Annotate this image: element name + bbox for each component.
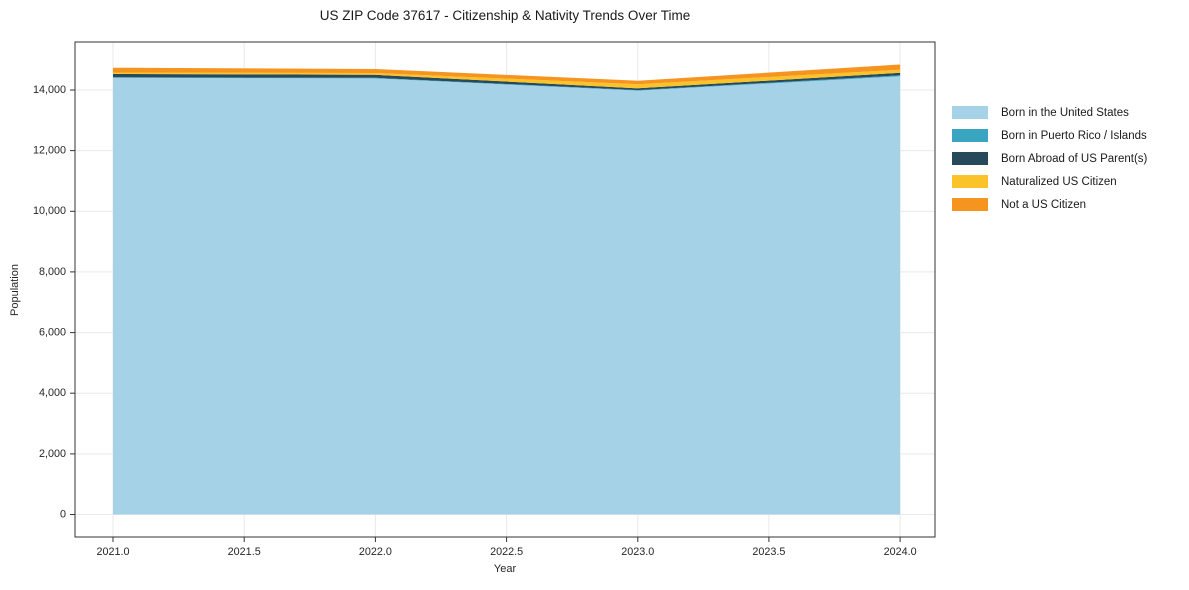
legend-item-born-in-puerto-rico-islands: Born in Puerto Rico / Islands	[952, 129, 1147, 142]
x-axis-label: Year	[493, 563, 517, 575]
area-born-in-the-united-states	[113, 76, 901, 515]
legend-label: Naturalized US Citizen	[1001, 175, 1117, 188]
x-tick-label: 2023.5	[752, 546, 785, 558]
legend-item-naturalized-us-citizen: Naturalized US Citizen	[952, 175, 1147, 188]
chart-title: US ZIP Code 37617 - Citizenship & Nativi…	[319, 8, 691, 23]
area-born-abroad-of-us-parent-s	[113, 72, 901, 91]
x-tick-label: 2024.0	[884, 546, 917, 558]
y-tick-label: 10,000	[33, 205, 66, 217]
y-tick-label: 0	[60, 508, 66, 520]
area-born-in-puerto-rico-islands	[113, 75, 901, 91]
x-tick-label: 2023.0	[621, 546, 654, 558]
stacked-areas	[113, 64, 901, 515]
area-naturalized-us-citizen	[113, 69, 901, 89]
y-tick-label: 12,000	[33, 144, 66, 156]
legend-label: Born in the United States	[1001, 106, 1129, 119]
legend-label: Born Abroad of US Parent(s)	[1001, 152, 1148, 165]
legend-swatch-not-a-us-citizen	[952, 198, 988, 211]
legend-item-born-in-the-united-states: Born in the United States	[952, 106, 1147, 119]
x-tick-label: 2022.5	[490, 546, 523, 558]
legend-swatch-naturalized-us-citizen	[952, 175, 988, 188]
x-tick-label: 2021.0	[96, 546, 129, 558]
legend-item-not-a-us-citizen: Not a US Citizen	[952, 198, 1147, 211]
legend: Born in the United States Born in Puerto …	[952, 106, 1147, 211]
legend-item-born-abroad-of-us-parent-s: Born Abroad of US Parent(s)	[952, 152, 1147, 165]
legend-label: Not a US Citizen	[1001, 198, 1087, 211]
y-tick-label: 14,000	[33, 84, 66, 96]
axis-ticks: 0 2,000 4,000 6,000 8,000 10,000 12,000 14,000 2…	[33, 84, 917, 558]
legend-swatch-born-in-the-united-states	[952, 106, 988, 119]
area-not-a-us-citizen	[113, 64, 901, 85]
y-tick-label: 2,000	[39, 448, 66, 460]
y-tick-label: 8,000	[39, 266, 66, 278]
y-tick-label: 4,000	[39, 387, 66, 399]
legend-label: Born in Puerto Rico / Islands	[1001, 129, 1147, 142]
x-tick-label: 2022.0	[359, 546, 392, 558]
legend-swatch-born-abroad-of-us-parent-s	[952, 152, 988, 165]
plot-border	[74, 41, 936, 538]
x-tick-label: 2021.5	[228, 546, 261, 558]
y-tick-label: 6,000	[39, 326, 66, 338]
legend-swatch-born-in-puerto-rico-islands	[952, 129, 988, 142]
